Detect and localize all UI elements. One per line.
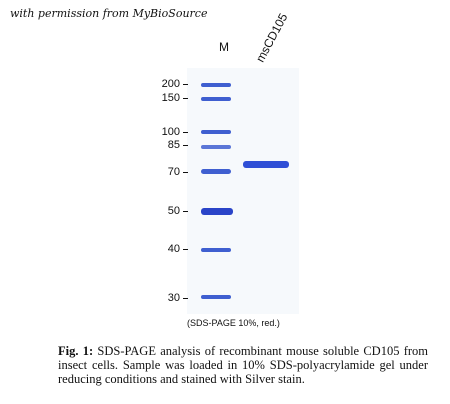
mw-label-70: 70 xyxy=(167,166,180,178)
tick-30 xyxy=(183,298,188,299)
tick-200 xyxy=(183,84,188,85)
lane-header-sample: msCD105 xyxy=(253,10,291,65)
marker-band-100 xyxy=(201,130,231,134)
caption-text: SDS-PAGE analysis of recombinant mouse s… xyxy=(58,344,428,386)
lane-header-marker: M xyxy=(219,40,229,54)
watermark-text: with permission from MyBioSource xyxy=(10,7,208,20)
mw-label-100: 100 xyxy=(161,126,180,138)
marker-band-85 xyxy=(201,145,231,149)
marker-band-40 xyxy=(201,248,231,252)
marker-band-50 xyxy=(201,208,233,215)
mw-label-150: 150 xyxy=(161,92,180,104)
tick-50 xyxy=(183,211,188,212)
tick-70 xyxy=(183,172,188,173)
marker-band-70 xyxy=(201,169,231,174)
mw-label-40: 40 xyxy=(167,243,180,255)
mw-label-200: 200 xyxy=(161,78,180,90)
mw-label-50: 50 xyxy=(167,205,180,217)
tick-40 xyxy=(183,249,188,250)
mw-label-85: 85 xyxy=(167,139,180,151)
marker-band-150 xyxy=(201,97,231,101)
marker-band-30 xyxy=(201,295,231,299)
tick-100 xyxy=(183,132,188,133)
sample-band-cd105 xyxy=(243,161,289,168)
mw-label-30: 30 xyxy=(167,292,180,304)
gel-note: (SDS-PAGE 10%, red.) xyxy=(187,318,280,328)
gel-image xyxy=(187,68,299,314)
figure-label: Fig. 1: xyxy=(58,344,94,358)
tick-85 xyxy=(183,145,188,146)
figure-caption: Fig. 1: SDS-PAGE analysis of recombinant… xyxy=(58,344,428,386)
tick-150 xyxy=(183,98,188,99)
marker-band-200 xyxy=(201,83,231,87)
